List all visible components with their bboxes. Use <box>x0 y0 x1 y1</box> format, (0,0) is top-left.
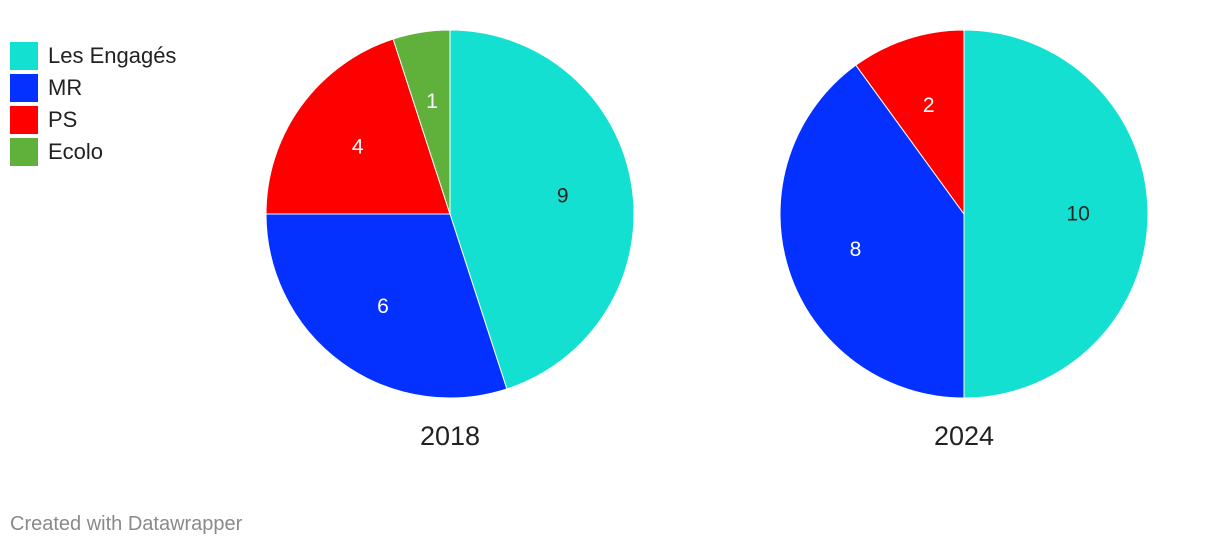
pie-slice-2018-ecolo <box>392 29 451 215</box>
slice-value-label-2018-mr: 6 <box>377 295 389 318</box>
pie-chart-title-2018: 2018 <box>420 421 480 451</box>
legend-swatch-ps <box>10 106 38 134</box>
pie-slice-2018-ps <box>265 38 451 215</box>
legend-item-mr: MR <box>10 72 176 104</box>
pie-slice-2018-les-engages <box>449 29 635 390</box>
slice-value-label-2018-ecolo: 1 <box>426 90 438 113</box>
legend-swatch-ecolo <box>10 138 38 166</box>
slice-value-label-2018-les-engages: 9 <box>557 185 569 208</box>
pie-slice-2024-mr <box>779 64 965 399</box>
legend-label-ps: PS <box>48 107 78 132</box>
legend-label-mr: MR <box>48 75 83 100</box>
pie-chart-title-2024: 2024 <box>934 421 994 451</box>
slice-value-label-2024-mr: 8 <box>850 238 862 261</box>
slice-value-label-2024-ps: 2 <box>923 94 935 117</box>
pie-chart-2018: 9 6 4 1 2018 <box>265 29 635 451</box>
legend-item-ps: PS <box>10 104 176 136</box>
pie-slice-2024-ps <box>855 29 965 216</box>
datawrapper-credit: Created with Datawrapper <box>10 513 243 535</box>
pie-chart-2024: 10 8 2 2024 <box>779 29 1149 451</box>
slice-value-label-2024-les-engages: 10 <box>1066 203 1089 226</box>
legend-swatch-mr <box>10 74 38 102</box>
chart-legend: Les Engagés MR PS Ecolo <box>10 40 176 168</box>
legend-label-ecolo: Ecolo <box>48 139 104 164</box>
slice-value-label-2018-ps: 4 <box>352 135 364 158</box>
pie-slice-2018-mr <box>265 213 508 399</box>
legend-item-les-engages: Les Engagés <box>10 40 176 72</box>
legend-swatch-les-engages <box>10 42 38 70</box>
legend-item-ecolo: Ecolo <box>10 136 176 168</box>
legend-label-les-engages: Les Engagés <box>48 43 177 68</box>
pie-slice-2024-les-engages <box>963 29 1149 399</box>
